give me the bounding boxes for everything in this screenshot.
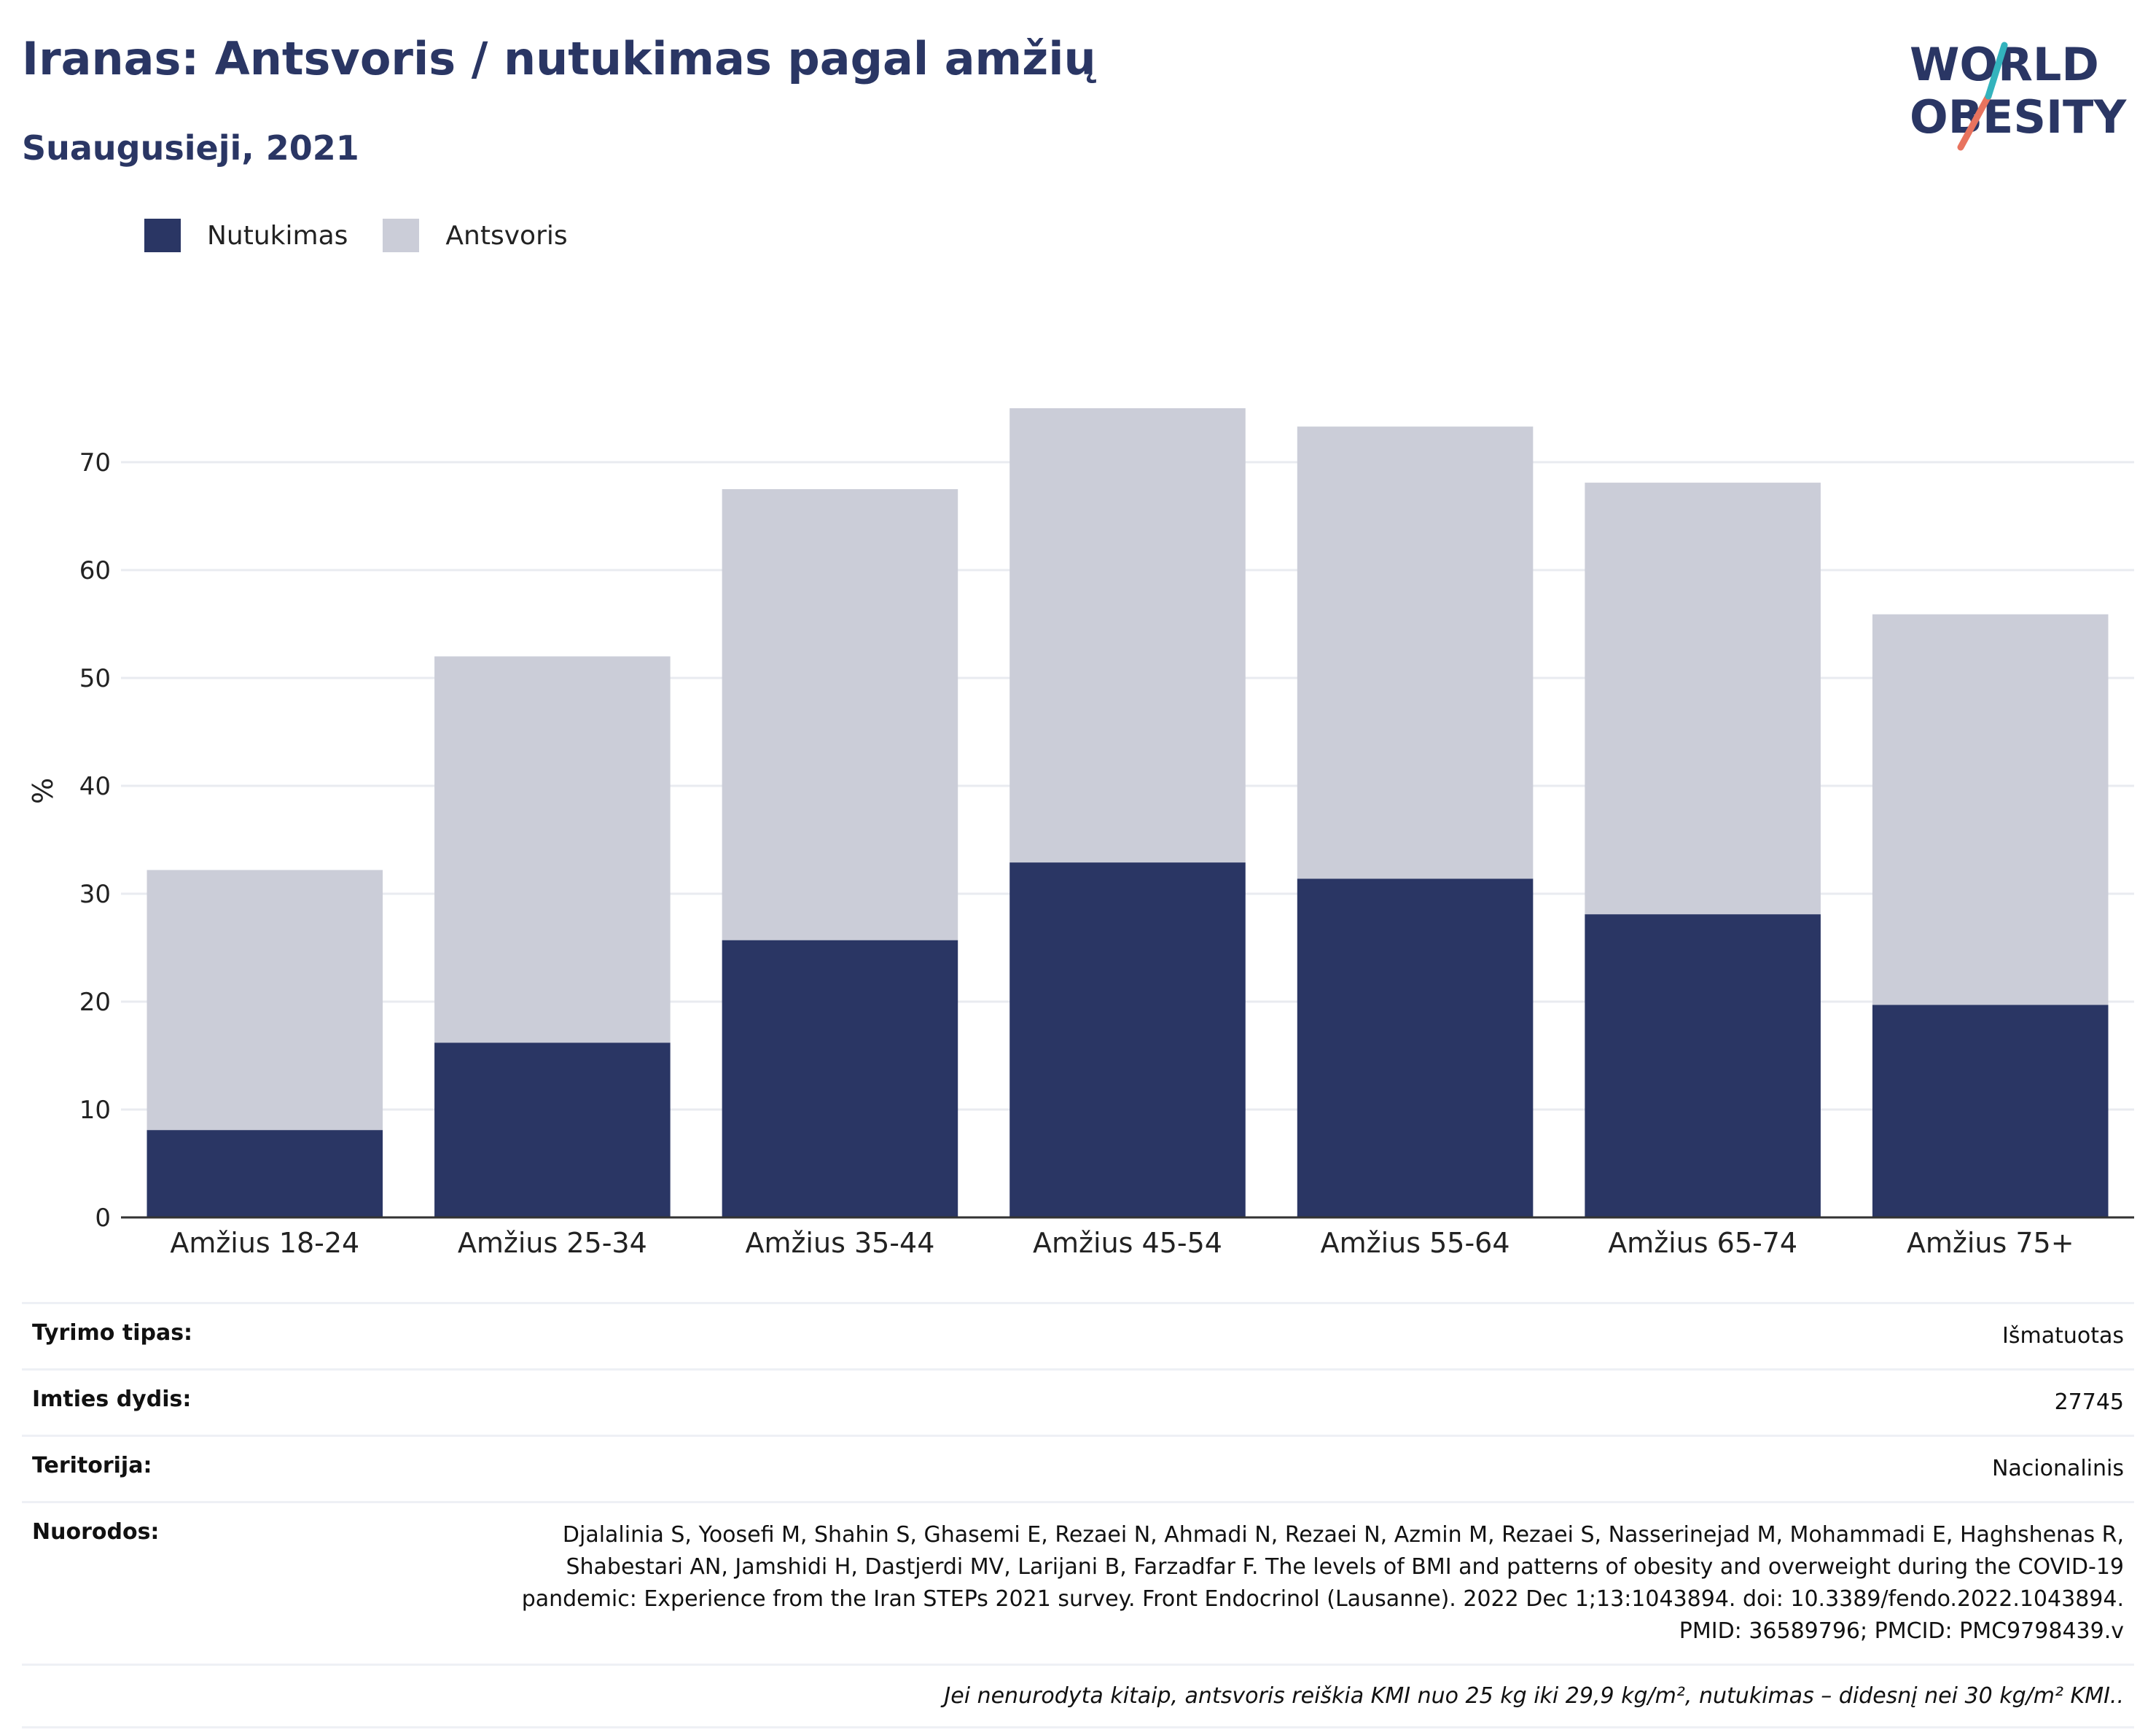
info-key: Tyrimo tipas: xyxy=(32,1320,193,1346)
chart-subtitle: Suaugusieji, 2021 xyxy=(22,128,359,168)
info-value: Nacionalinis xyxy=(1991,1456,2124,1481)
y-tick-label: 30 xyxy=(79,880,111,909)
info-table: Tyrimo tipas: Išmatuotas Imties dydis: 2… xyxy=(22,1302,2134,1728)
info-key: Teritorija: xyxy=(32,1453,152,1478)
info-row-references: Nuorodos: Djalalinia S, Yoosefi M, Shahi… xyxy=(22,1501,2134,1664)
legend-item-antsvoris: Antsvoris xyxy=(383,219,568,252)
legend-swatch-antsvoris xyxy=(383,219,420,252)
bar-antsvoris xyxy=(1872,614,2109,1005)
y-tick-label: 70 xyxy=(79,448,111,477)
bar-antsvoris xyxy=(147,870,383,1131)
x-tick-label: Amžius 25-34 xyxy=(458,1227,647,1259)
bar-antsvoris xyxy=(1585,483,1821,915)
bar-nutukimas xyxy=(1009,862,1246,1217)
y-tick-label: 0 xyxy=(95,1204,111,1233)
info-key: Imties dydis: xyxy=(32,1387,192,1412)
legend-swatch-nutukimas xyxy=(144,219,181,252)
x-tick-label: Amžius 35-44 xyxy=(745,1227,934,1259)
bar-nutukimas xyxy=(722,940,958,1217)
y-tick-label: 20 xyxy=(79,988,111,1017)
x-tick-label: Amžius 55-64 xyxy=(1321,1227,1510,1259)
x-tick-label: Amžius 45-54 xyxy=(1033,1227,1222,1259)
definition-note: Jei nenurodyta kitaip, antsvoris reiškia… xyxy=(22,1664,2134,1728)
legend-label-nutukimas: Nutukimas xyxy=(207,220,348,251)
bar-antsvoris xyxy=(722,489,958,940)
bar-nutukimas xyxy=(434,1042,671,1217)
info-key: Nuorodos: xyxy=(32,1519,160,1545)
world-obesity-logo: WORLD OBESITY xyxy=(1910,38,2127,151)
y-axis-label: % xyxy=(27,778,59,804)
bar-antsvoris xyxy=(1009,408,1246,863)
info-value: Išmatuotas xyxy=(2002,1323,2124,1349)
bar-antsvoris xyxy=(1297,426,1534,879)
x-tick-label: Amžius 18-24 xyxy=(170,1227,359,1259)
bar-nutukimas xyxy=(1297,878,1534,1217)
y-tick-label: 10 xyxy=(79,1096,111,1125)
info-row-sample-size: Imties dydis: 27745 xyxy=(22,1368,2134,1435)
legend-label-antsvoris: Antsvoris xyxy=(445,220,568,251)
chart-title: Iranas: Antsvoris / nutukimas pagal amži… xyxy=(22,32,1096,85)
x-tick-label: Amžius 65-74 xyxy=(1608,1227,1797,1259)
y-tick-label: 60 xyxy=(79,556,111,585)
bar-nutukimas xyxy=(1872,1005,2109,1217)
bar-nutukimas xyxy=(147,1130,383,1217)
bar-antsvoris xyxy=(434,656,671,1043)
info-row-territory: Teritorija: Nacionalinis xyxy=(22,1435,2134,1501)
y-tick-label: 50 xyxy=(79,664,111,693)
legend: Nutukimas Antsvoris xyxy=(144,219,603,252)
stacked-bar-chart: 0 10 20 30 40 50 60 70% Amžius 18-24 Amžius 25-34… xyxy=(27,408,2134,1259)
legend-item-nutukimas: Nutukimas xyxy=(144,219,348,252)
x-tick-label: Amžius 75+ xyxy=(1907,1227,2074,1259)
info-row-survey-type: Tyrimo tipas: Išmatuotas xyxy=(22,1302,2134,1368)
y-tick-label: 40 xyxy=(79,772,111,801)
bar-nutukimas xyxy=(1585,914,1821,1217)
logo-line2: OBESITY xyxy=(1910,90,2127,144)
info-value-reference: Djalalinia S, Yoosefi M, Shahin S, Ghase… xyxy=(521,1522,2124,1644)
info-value: 27745 xyxy=(2054,1389,2124,1415)
